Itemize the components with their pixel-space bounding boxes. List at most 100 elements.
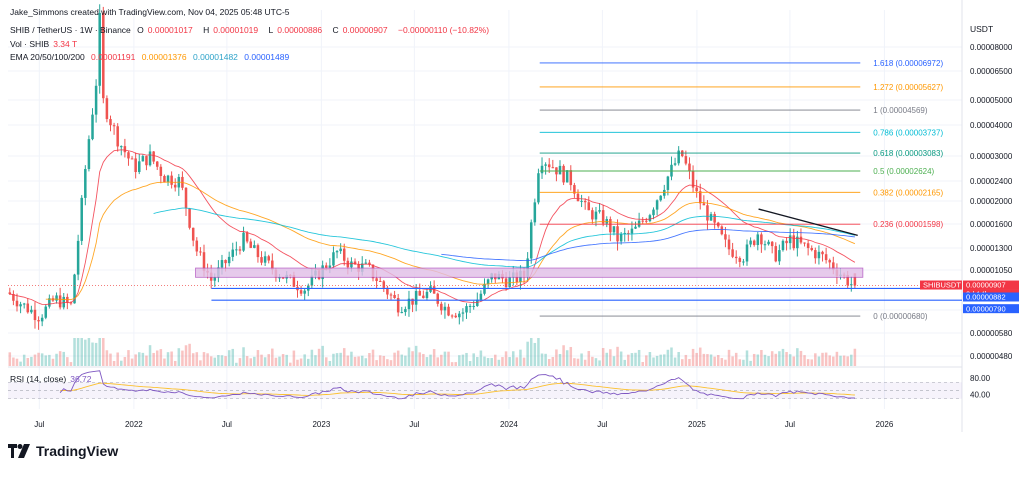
candle-body-149 <box>544 164 547 166</box>
volume-bar-91 <box>335 353 339 366</box>
volume-bar-183 <box>666 349 670 366</box>
ohlc-low: L 0.00000886 <box>268 25 323 35</box>
volume-bar-116 <box>425 357 429 366</box>
candle-body-127 <box>465 306 468 313</box>
volume-bar-225 <box>817 356 821 366</box>
volume-bar-37 <box>141 352 145 366</box>
volume-bar-191 <box>695 352 698 366</box>
volume-bar-6 <box>30 356 33 366</box>
volume-bar-168 <box>612 356 616 366</box>
volume-bar-88 <box>324 357 328 366</box>
volume-bar-28 <box>109 353 112 366</box>
volume-bar-122 <box>447 351 450 366</box>
y-tick-label-11: 0.00000580 <box>970 329 1013 338</box>
candle-body-105 <box>386 287 389 295</box>
price-label-text-0: SHIBUSDT <box>923 281 961 290</box>
candle-body-64 <box>238 249 242 251</box>
volume-bar-93 <box>342 348 346 366</box>
volume-bar-197 <box>716 355 720 366</box>
volume-bar-25 <box>98 338 101 366</box>
volume-bar-130 <box>476 356 479 366</box>
volume-bar-147 <box>537 338 540 366</box>
volume-bar-10 <box>44 355 48 366</box>
candle-body-155 <box>565 170 569 183</box>
volume-bar-138 <box>504 351 508 366</box>
y-tick-label-4: 0.00003000 <box>970 152 1013 161</box>
candle-body-23 <box>91 114 94 140</box>
candle-body-73 <box>271 260 274 270</box>
volume-bar-62 <box>231 348 235 366</box>
candle-body-171 <box>623 232 626 234</box>
candle-body-53 <box>199 251 202 253</box>
volume-bar-109 <box>400 354 404 366</box>
volume-bar-196 <box>713 356 716 366</box>
volume-bar-152 <box>555 349 558 366</box>
volume-bar-90 <box>332 353 335 366</box>
rsi-tick-label-1: 40.00 <box>970 391 991 400</box>
ohlc-open: O 0.00001017 <box>137 25 193 35</box>
volume-bar-146 <box>533 342 537 366</box>
fib-level-label-8: 0 (0.00000680) <box>873 312 928 321</box>
candle-body-69 <box>256 245 260 258</box>
ema-legend[interactable]: EMA 20/50/100/200 0.00001191 0.00001376 … <box>10 52 290 62</box>
volume-bar-1 <box>12 357 15 366</box>
volume-bar-9 <box>40 353 44 366</box>
tradingview-logo[interactable]: TradingView <box>8 443 118 459</box>
y-tick-label-8: 0.00001300 <box>970 244 1013 253</box>
tradingview-logo-icon <box>8 444 30 458</box>
volume-bar-143 <box>522 357 526 366</box>
candle-body-59 <box>220 260 224 268</box>
candle-body-214 <box>778 250 781 262</box>
candle-body-112 <box>411 298 414 305</box>
volume-bar-106 <box>389 360 393 366</box>
price-label-3[interactable]: 0.00000882 <box>963 292 1019 302</box>
volume-bar-224 <box>814 353 817 366</box>
author-line: Jake_Simmons created with TradingView.co… <box>10 7 290 17</box>
rsi-band <box>8 382 962 399</box>
candle-body-119 <box>436 293 439 304</box>
volume-bar-57 <box>213 357 217 366</box>
candle-body-226 <box>821 251 824 255</box>
rsi-legend[interactable]: RSI (14, close) 36.72 <box>10 374 92 384</box>
symbol-title[interactable]: SHIB / TetherUS · 1W · Binance <box>10 25 131 35</box>
volume-bar-230 <box>835 351 839 366</box>
candle-body-218 <box>792 235 796 249</box>
candle-body-81 <box>299 290 303 294</box>
volume-bar-123 <box>450 362 454 366</box>
volume-bar-182 <box>663 354 666 366</box>
price-label-0[interactable]: SHIBUSDT <box>920 280 962 290</box>
price-label-4[interactable]: 0.00000790 <box>963 304 1019 313</box>
volume-bar-114 <box>418 352 422 366</box>
volume-bar-181 <box>659 354 662 366</box>
candle-body-210 <box>763 244 767 246</box>
candle-body-191 <box>695 187 698 192</box>
volume-bar-160 <box>583 359 587 366</box>
volume-bar-77 <box>285 354 288 366</box>
volume-bar-64 <box>238 358 242 366</box>
candle-body-209 <box>760 234 763 245</box>
volume-bar-219 <box>796 348 799 366</box>
volume-bar-97 <box>357 356 360 366</box>
candle-body-199 <box>724 234 727 240</box>
volume-bar-111 <box>407 347 411 366</box>
price-label-1[interactable]: 0.00000907 <box>963 280 1019 290</box>
volume-bar-133 <box>486 358 490 366</box>
candle-body-188 <box>684 156 688 164</box>
volume-bar-173 <box>630 353 634 366</box>
volume-bar-119 <box>436 357 439 366</box>
volume-legend[interactable]: Vol · SHIB 3.34 T <box>10 39 78 49</box>
volume-bar-39 <box>148 345 152 366</box>
volume-bar-194 <box>706 354 709 366</box>
x-tick-label-3: 2023 <box>312 420 330 429</box>
candle-body-11 <box>48 298 51 307</box>
candle-body-223 <box>810 248 813 251</box>
candle-body-65 <box>242 232 245 251</box>
candle-body-57 <box>213 277 217 281</box>
volume-bar-29 <box>112 360 116 366</box>
volume-bar-159 <box>580 353 583 366</box>
ema200-line <box>441 229 855 262</box>
fib-level-label-0: 1.618 (0.00006972) <box>873 59 943 68</box>
candle-body-129 <box>472 305 475 307</box>
